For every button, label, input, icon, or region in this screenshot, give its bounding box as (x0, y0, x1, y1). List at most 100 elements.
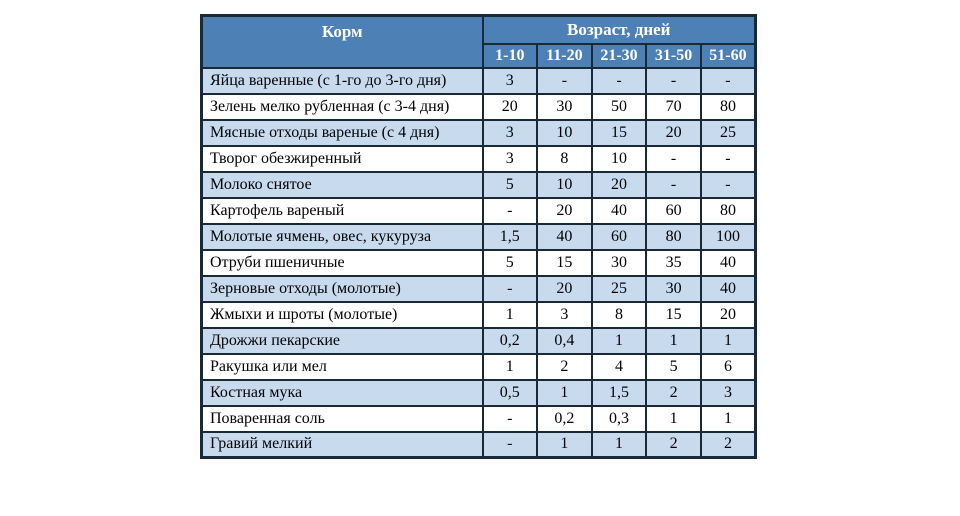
feed-name-cell: Гравий мелкий (200, 430, 484, 459)
value-cell: 1 (536, 430, 593, 459)
value-cell: 10 (590, 144, 648, 173)
value-cell: 15 (590, 118, 648, 147)
value-cell: 60 (590, 222, 648, 251)
table-row: Мясные отходы вареные (с 4 дня) 3 10 15 20 25 (200, 118, 757, 147)
value-cell: - (481, 430, 539, 459)
value-cell: 30 (645, 274, 702, 303)
value-cell: 2 (645, 430, 702, 459)
value-cell: 0,2 (481, 326, 539, 355)
feed-name-cell: Отруби пшеничные (200, 248, 484, 277)
value-cell: 1 (645, 326, 702, 355)
value-cell: 20 (536, 274, 593, 303)
table-row: Жмыхи и шроты (молотые) 1 3 8 15 20 (200, 300, 757, 329)
value-cell: 10 (536, 118, 593, 147)
value-cell: 3 (481, 118, 539, 147)
table-row: Костная мука 0,5 1 1,5 2 3 (200, 378, 757, 407)
value-cell: 5 (645, 352, 702, 381)
age-column-header: 51-60 (699, 42, 757, 69)
value-cell: - (481, 274, 539, 303)
feed-name-cell: Молоко снятое (200, 170, 484, 199)
header-row-age-columns: 1-10 11-20 21-30 31-50 51-60 (202, 42, 757, 69)
value-cell: 1 (536, 378, 593, 407)
table-row: Гравий мелкий -1 1 2 2 (200, 430, 757, 459)
value-cell: 20 (699, 300, 757, 329)
value-cell: 1 (481, 300, 539, 329)
value-cell: 3 (481, 66, 539, 95)
value-cell: 25 (590, 274, 648, 303)
value-cell: 3 (536, 300, 593, 329)
value-cell: 1 (645, 404, 702, 433)
feed-name-cell: Жмыхи и шроты (молотые) (200, 300, 484, 329)
feed-table-header: Корм Возраст, дней 1-10 11-20 21-30 31-50 51… (200, 14, 757, 69)
value-cell: 1 (699, 326, 757, 355)
value-cell: 15 (536, 248, 593, 277)
value-cell: 5 (481, 248, 539, 277)
value-cell: 4 (590, 352, 648, 381)
value-cell: 40 (590, 196, 648, 225)
value-cell: 3 (699, 378, 757, 407)
table-row: Дрожжи пекарские 0,2 0,4 1 1 1 (200, 326, 757, 355)
feed-table: Корм Возраст, дней 1-10 11-20 21-30 31-50 51… (200, 14, 757, 459)
value-cell: 3 (481, 144, 539, 173)
value-cell: 100 (699, 222, 757, 251)
value-cell: 80 (699, 196, 757, 225)
value-cell: 8 (536, 144, 593, 173)
value-cell: 70 (645, 92, 702, 121)
age-column-header: 21-30 (590, 42, 648, 69)
value-cell: 0,2 (536, 404, 593, 433)
value-cell: 20 (536, 196, 593, 225)
value-cell: 80 (699, 92, 757, 121)
table-row: Молотые ячмень, овес, кукуруза 1,5 40 60 80 1… (200, 222, 757, 251)
value-cell: - (590, 66, 648, 95)
value-cell: 35 (645, 248, 702, 277)
value-cell: 2 (645, 378, 702, 407)
value-cell: 6 (699, 352, 757, 381)
age-column-header: 1-10 (481, 42, 539, 69)
value-cell: 1 (590, 430, 648, 459)
value-cell: 30 (536, 92, 593, 121)
value-cell: 1,5 (590, 378, 648, 407)
table-row: Зелень мелко рубленная (с 3-4 дня) 20 30 50… (200, 92, 757, 121)
feed-name-cell: Ракушка или мел (200, 352, 484, 381)
feed-name-cell: Картофель вареный (200, 196, 484, 225)
value-cell: 2 (699, 430, 757, 459)
value-cell: 1 (481, 352, 539, 381)
table-row: Ракушка или мел 1 2 4 5 6 (200, 352, 757, 381)
value-cell: 10 (536, 170, 593, 199)
value-cell: - (481, 196, 539, 225)
table-row: Картофель вареный -20 40 60 80 (200, 196, 757, 225)
value-cell: 8 (590, 300, 648, 329)
value-cell: 1 (699, 404, 757, 433)
value-cell: 0,5 (481, 378, 539, 407)
table-row: Молоко снятое 5 10 20- - (200, 170, 757, 199)
value-cell: 30 (590, 248, 648, 277)
value-cell: 1 (590, 326, 648, 355)
value-cell: - (645, 144, 702, 173)
feed-name-cell: Творог обезжиренный (200, 144, 484, 173)
value-cell: 2 (536, 352, 593, 381)
feed-name-cell: Костная мука (200, 378, 484, 407)
feed-name-cell: Зелень мелко рубленная (с 3-4 дня) (200, 92, 484, 121)
value-cell: 50 (590, 92, 648, 121)
table-row: Творог обезжиренный 3 8 10- - (200, 144, 757, 173)
value-cell: 0,3 (590, 404, 648, 433)
age-group-header: Возраст, дней (481, 14, 757, 45)
value-cell: - (481, 404, 539, 433)
table-row: Поваренная соль -0,2 0,3 1 1 (200, 404, 757, 433)
feed-column-header: Корм (200, 14, 484, 69)
feed-table-body: Яйца варенные (с 1-го до 3-го дня) 3- - - - З… (200, 66, 757, 459)
feed-name-cell: Молотые ячмень, овес, кукуруза (200, 222, 484, 251)
feed-name-cell: Яйца варенные (с 1-го до 3-го дня) (200, 66, 484, 95)
value-cell: 40 (699, 274, 757, 303)
value-cell: 20 (590, 170, 648, 199)
table-row: Зерновые отходы (молотые) -20 25 30 40 (200, 274, 757, 303)
value-cell: 40 (536, 222, 593, 251)
value-cell: 20 (481, 92, 539, 121)
value-cell: - (699, 144, 757, 173)
feed-name-cell: Зерновые отходы (молотые) (200, 274, 484, 303)
age-column-header: 31-50 (645, 42, 702, 69)
feed-name-cell: Мясные отходы вареные (с 4 дня) (200, 118, 484, 147)
value-cell: 25 (699, 118, 757, 147)
table-row: Отруби пшеничные 5 15 30 35 40 (200, 248, 757, 277)
